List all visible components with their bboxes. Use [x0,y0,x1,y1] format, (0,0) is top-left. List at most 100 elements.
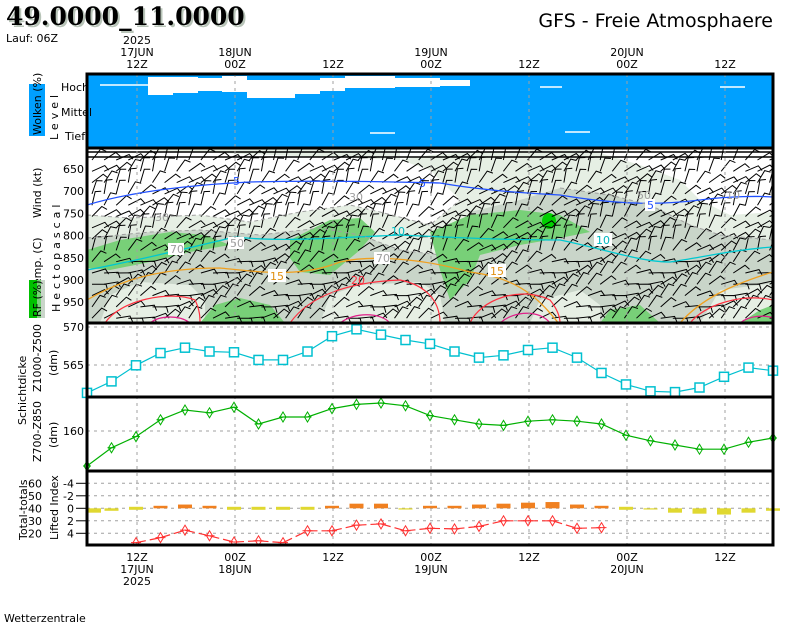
isotherm-label: 5 [233,175,240,188]
wind-barb [636,236,646,251]
wind-barb [139,168,151,183]
wind-barb [708,148,713,161]
wind-barb [466,184,484,195]
wind-barb [648,235,658,251]
wind-barb [684,242,702,251]
top-date-label: 19JUN [414,46,448,59]
wind-barb [587,227,603,240]
wind-barb [442,168,453,183]
wind-barb [273,253,290,263]
wind-barb [164,173,181,183]
bottom-hour-label: 00Z [420,551,442,564]
wind-barb [515,249,529,262]
wind-barb [539,220,557,229]
cloud-level-low: Tief [64,130,86,143]
wind-barb [539,280,557,288]
wind-barb [575,213,585,228]
wind-barb [321,311,339,319]
wind-barb [321,179,331,194]
z850-tick: 160 [63,425,84,438]
li-point [547,514,558,527]
wind-barb [623,148,636,161]
wind-barb [696,213,706,228]
wind-barb [91,229,108,240]
wind-barb [720,202,731,217]
bottom-date-label: 19JUN [414,563,448,576]
wind-barb [273,193,288,206]
wind-barb [527,307,544,319]
wind-barb [720,217,737,229]
wind-barb [188,148,194,161]
wind-barb [660,315,678,323]
wind-barb [188,203,201,217]
wind-barb [515,220,533,229]
wind-barb [297,249,312,262]
wind-barb [623,190,633,206]
tt-bar [423,505,437,509]
wind-barb [527,206,544,217]
wind-barb [587,196,605,206]
wind-barb [357,241,375,251]
li-point [302,524,313,537]
wind-barb [369,202,382,217]
tt-bar [570,504,584,509]
wind-barb [261,244,279,251]
wind-barb [261,257,279,264]
wind-barb [164,201,174,217]
z500-point [718,371,730,383]
wind-barb [176,201,186,217]
bottom-hour-label: 12Z [126,551,148,564]
isotherm-20 [104,279,773,323]
wind-barb [164,274,181,285]
z700-z850-series [83,397,777,472]
wind-barb [636,228,652,240]
tt-bar [692,508,707,514]
wind-barb [140,265,158,274]
wind-barb [491,252,508,263]
wind-barb [248,272,263,285]
wind-barb [406,148,412,161]
bottom-date-label: 20JUN [610,563,644,576]
z500-point [253,354,264,366]
wind-barb [732,190,742,206]
wind-barb [152,289,170,297]
wind-barb [91,221,109,229]
wind-barb [587,202,600,217]
wind-barb [515,148,527,161]
wind-barb [212,170,227,183]
location-title-shadow: 49.0000_11.0000 [8,4,247,33]
bottom-hour-label: 00Z [616,551,638,564]
wind-barb [370,187,388,195]
wind-barb [442,216,459,229]
isotherm-label: 15 [270,270,284,283]
wind-barb [345,208,363,217]
wind-barb [91,173,109,183]
wind-barb [744,191,755,206]
wind-barb [164,304,182,312]
wind-barb [672,224,682,240]
wind-barb [575,264,593,274]
wind-barb [164,157,176,172]
wind-barb [321,294,336,308]
isotherm-5 [87,180,773,206]
wind-barb [611,250,627,263]
wind-barb [297,162,315,172]
wind-barb [587,187,606,195]
wind-barb [745,228,761,240]
wind-barb [732,181,747,195]
wind-barb [115,236,127,251]
wind-barb [261,227,277,240]
wind-barb [442,258,460,265]
wind-barb [176,148,180,161]
wind-barb [394,232,412,240]
pressure-tick: 800 [63,230,84,243]
wind-barb [309,165,327,172]
wind-barb [660,224,670,240]
wind-barb [103,220,121,229]
li-point [278,536,288,545]
isotherm-label: 20 [351,274,365,287]
z850-point [426,409,434,422]
wind-barb [624,296,640,308]
wind-barb [285,250,301,263]
